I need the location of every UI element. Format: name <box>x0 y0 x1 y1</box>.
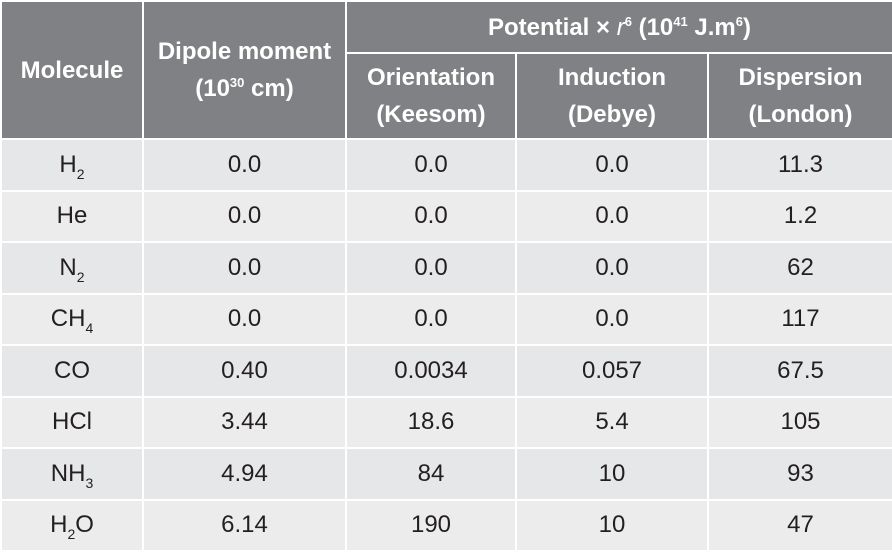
text: (Debye) <box>567 101 657 128</box>
value-cell: 0.0 <box>515 292 709 346</box>
value-cell: 0.0 <box>142 241 347 295</box>
value-cell: 1.2 <box>707 189 892 243</box>
value-cell: 0.057 <box>515 344 709 398</box>
text-line: Orientation <box>347 59 515 96</box>
superscript: 30 <box>229 75 245 90</box>
text: N <box>59 253 77 281</box>
value-cell: 0.0 <box>515 189 709 243</box>
value-cell: 67.5 <box>707 344 892 398</box>
text: (10 <box>195 75 230 102</box>
value-cell: 4.94 <box>142 447 347 501</box>
value-cell: 11.3 <box>707 138 892 192</box>
italic: r <box>616 13 625 41</box>
value-cell: 0.0034 <box>345 344 517 398</box>
text: cm) <box>244 75 294 102</box>
value-cell: 0.40 <box>142 344 347 398</box>
text: Dipole moment <box>157 38 332 65</box>
header-cell: Dispersion (London) <box>707 52 892 140</box>
value-cell: 0.0 <box>345 138 517 192</box>
value-cell: 84 <box>345 447 517 501</box>
value-cell: 10 <box>515 447 709 501</box>
table-row: H2 0.0 0.0 0.0 11.3 <box>0 138 892 192</box>
text: J.m <box>687 13 736 41</box>
text: O <box>75 511 94 539</box>
value-cell: 62 <box>707 241 892 295</box>
subscript: 2 <box>67 526 76 543</box>
text: H <box>59 150 77 178</box>
molecule-cell: HCl <box>0 395 144 449</box>
text-line: (London) <box>709 96 892 133</box>
text-line: Dispersion <box>709 59 892 96</box>
text: Molecule <box>20 56 124 84</box>
text-line: (1030 cm) <box>144 70 345 107</box>
molecule-cell: H2O <box>0 498 144 552</box>
value-cell: 117 <box>707 292 892 346</box>
molecule-cell: CO <box>0 344 144 398</box>
value-cell: 0.0 <box>345 292 517 346</box>
table-row: HCl 3.44 18.6 5.4 105 <box>0 395 892 449</box>
table-row: He 0.0 0.0 0.0 1.2 <box>0 189 892 243</box>
molecule-cell: CH4 <box>0 292 144 346</box>
text: He <box>56 202 88 230</box>
value-cell: 18.6 <box>345 395 517 449</box>
header-cell: Orientation (Keesom) <box>345 52 517 140</box>
value-cell: 0.0 <box>345 189 517 243</box>
value-cell: 93 <box>707 447 892 501</box>
header-cell: Induction (Debye) <box>515 52 709 140</box>
table-header: Molecule Dipole moment (1030 cm) Potentia… <box>0 0 892 140</box>
header-cell: Potential × r6 (1041 J.m6) <box>345 0 892 54</box>
table-row: NH3 4.94 84 10 93 <box>0 447 892 501</box>
table-body: H2 0.0 0.0 0.0 11.3 He 0.0 0.0 0.0 1.2 N2 0.0 0.0 0.0… <box>0 138 892 552</box>
text-line: Dipole moment <box>144 33 345 70</box>
table-row: H2O 6.14 190 10 47 <box>0 498 892 552</box>
value-cell: 190 <box>345 498 517 552</box>
value-cell: 0.0 <box>142 292 347 346</box>
value-cell: 6.14 <box>142 498 347 552</box>
text: (London) <box>748 101 853 128</box>
text: NH <box>50 459 86 487</box>
text-line: Induction <box>517 59 707 96</box>
subscript: 4 <box>85 320 94 337</box>
text: Orientation <box>366 64 495 91</box>
table-row: N2 0.0 0.0 0.0 62 <box>0 241 892 295</box>
text: (10 <box>631 13 674 41</box>
superscript: 6 <box>735 13 744 29</box>
header-cell: Dipole moment (1030 cm) <box>142 0 347 140</box>
text: CH <box>50 305 86 333</box>
subscript: 3 <box>85 474 94 491</box>
text: (Keesom) <box>376 101 486 128</box>
text-line: (Keesom) <box>347 96 515 133</box>
value-cell: 10 <box>515 498 709 552</box>
text: Potential × <box>487 13 617 41</box>
molecule-cell: NH3 <box>0 447 144 501</box>
value-cell: 105 <box>707 395 892 449</box>
molecule-cell: H2 <box>0 138 144 192</box>
value-cell: 0.0 <box>515 138 709 192</box>
value-cell: 0.0 <box>515 241 709 295</box>
value-cell: 3.44 <box>142 395 347 449</box>
subscript: 2 <box>76 165 85 182</box>
molecule-cell: He <box>0 189 144 243</box>
text: Dispersion <box>738 64 863 91</box>
header-cell: Molecule <box>0 0 144 140</box>
value-cell: 0.0 <box>345 241 517 295</box>
value-cell: 0.0 <box>142 138 347 192</box>
table-row: CH4 0.0 0.0 0.0 117 <box>0 292 892 346</box>
text: ) <box>743 13 752 41</box>
value-cell: 0.0 <box>142 189 347 243</box>
text-line: (Debye) <box>517 96 707 133</box>
value-cell: 5.4 <box>515 395 709 449</box>
molecule-cell: N2 <box>0 241 144 295</box>
subscript: 2 <box>76 268 85 285</box>
text: CO <box>54 356 90 384</box>
superscript: 41 <box>673 13 688 29</box>
superscript: 6 <box>624 13 632 29</box>
table-row: CO 0.40 0.0034 0.057 67.5 <box>0 344 892 398</box>
text: H <box>50 511 68 539</box>
text: HCl <box>52 408 92 436</box>
text: Induction <box>558 64 666 91</box>
value-cell: 47 <box>707 498 892 552</box>
